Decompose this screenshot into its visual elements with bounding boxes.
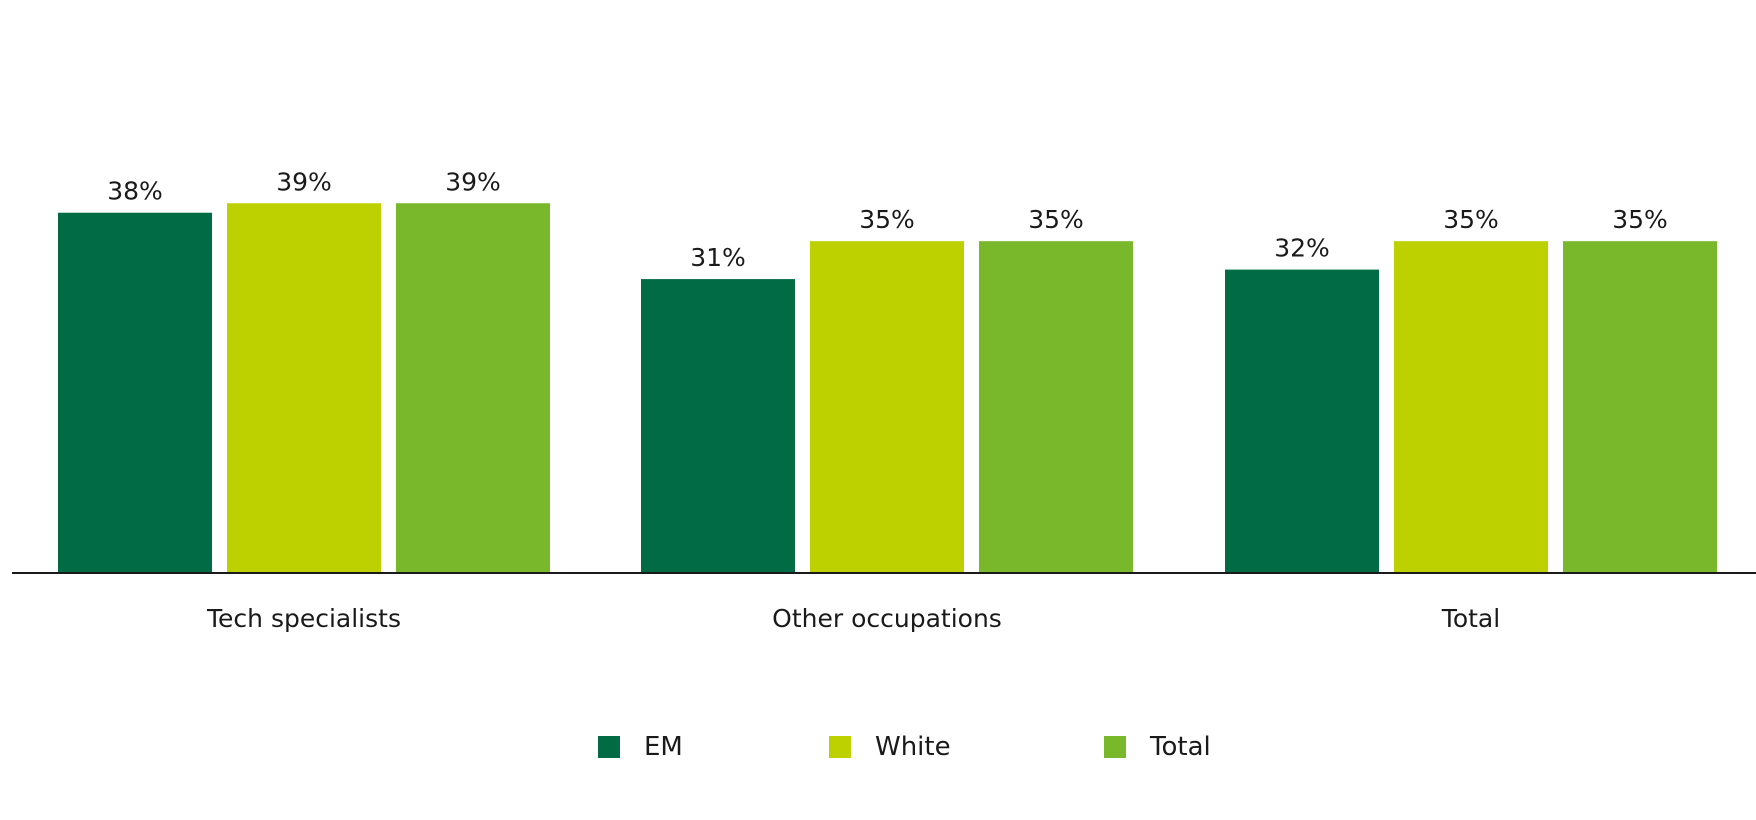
data-label-tech-specialists-em: 38% [107, 177, 163, 206]
bar-tech-specialists-white [227, 203, 381, 573]
legend-item-total: Total [1104, 732, 1211, 762]
data-label-total-white: 35% [1443, 205, 1499, 234]
legend: EM White Total [0, 732, 1756, 772]
bar-tech-specialists-total [396, 203, 550, 573]
legend-swatch-total [1104, 736, 1126, 758]
data-label-total-total: 35% [1612, 205, 1668, 234]
bar-total-total [1563, 241, 1717, 573]
legend-item-white: White [829, 732, 951, 762]
legend-swatch-em [598, 736, 620, 758]
data-label-other-occupations-em: 31% [690, 243, 746, 272]
data-label-total-em: 32% [1274, 234, 1330, 263]
legend-label-em: EM [644, 732, 683, 762]
legend-swatch-white [829, 736, 851, 758]
category-label-other-occupations: Other occupations [772, 604, 1002, 633]
bar-other-occupations-total [979, 241, 1133, 573]
bar-total-white [1394, 241, 1548, 573]
data-label-other-occupations-total: 35% [1028, 205, 1084, 234]
legend-label-white: White [875, 732, 951, 762]
bar-other-occupations-white [810, 241, 964, 573]
category-label-tech-specialists: Tech specialists [206, 604, 401, 633]
data-label-tech-specialists-total: 39% [445, 167, 501, 196]
data-label-other-occupations-white: 35% [859, 205, 915, 234]
data-label-tech-specialists-white: 39% [276, 167, 332, 196]
bar-chart: 38% 39% 39% Tech specialists 31% 35% 35% Other … [12, 167, 1756, 633]
legend-item-em: EM [598, 732, 683, 762]
bar-tech-specialists-em [58, 212, 212, 573]
category-label-total: Total [1441, 604, 1500, 633]
bar-total-em [1225, 269, 1379, 573]
legend-label-total: Total [1150, 732, 1211, 762]
bar-other-occupations-em [641, 279, 795, 573]
